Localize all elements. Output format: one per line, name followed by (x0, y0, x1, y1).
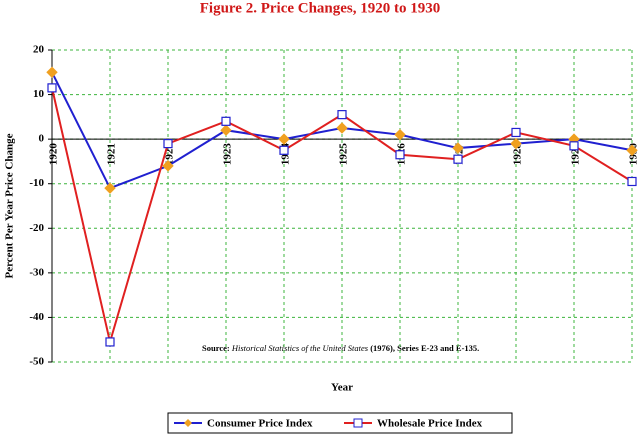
data-point (163, 139, 173, 149)
data-point (395, 150, 405, 160)
x-tick-label: 1920 (48, 143, 60, 166)
data-point (452, 142, 464, 154)
y-tick-label: -40 (29, 311, 44, 323)
legend: Consumer Price Index Wholesale Price Inde… (167, 412, 513, 434)
y-tick-label: -30 (29, 266, 44, 278)
y-tick-label: -20 (29, 222, 44, 234)
data-point (627, 176, 637, 187)
legend-box (167, 412, 513, 434)
y-tick-label: -50 (29, 356, 44, 368)
data-point (162, 160, 174, 172)
data-point (569, 141, 579, 151)
data-point (220, 124, 232, 136)
y-tick-label: -10 (29, 177, 44, 189)
source-prefix: Source: (202, 343, 230, 353)
chart-title: Figure 2. Price Changes, 1920 to 1930 (200, 0, 441, 16)
data-point (47, 83, 57, 93)
x-tick-label: 1923 (222, 143, 234, 166)
y-axis-label: Percent Per Year Price Change (4, 133, 16, 278)
data-point (626, 144, 638, 156)
y-tick-label: 10 (33, 88, 45, 100)
x-tick-label: 1925 (338, 143, 350, 166)
data-point (104, 182, 116, 194)
data-point (337, 110, 347, 120)
source-note: Source: Historical Statistics of the Uni… (202, 343, 479, 353)
data-point (453, 154, 463, 164)
legend-marker (184, 419, 192, 427)
x-axis-label: Year (331, 382, 353, 394)
data-point (279, 145, 289, 155)
x-tick-label: 1921 (106, 143, 118, 165)
y-tick-label: 20 (33, 44, 45, 56)
data-point (511, 127, 521, 138)
data-point (221, 116, 231, 126)
source-title: Historical Statistics of the United Stat… (231, 343, 369, 353)
data-point (105, 337, 115, 347)
legend-label: Wholesale Price Index (377, 418, 483, 430)
legend-marker (353, 418, 363, 428)
x-tick-label: 1928 (512, 143, 524, 166)
source-detail: (1976), Series E-23 and E-135. (370, 343, 479, 353)
data-point (46, 66, 58, 78)
data-point (394, 128, 406, 141)
data-point (278, 133, 290, 145)
data-point (510, 137, 522, 150)
legend-label: Consumer Price Index (207, 418, 313, 430)
data-point (336, 122, 348, 134)
y-tick-label: 0 (39, 133, 45, 145)
